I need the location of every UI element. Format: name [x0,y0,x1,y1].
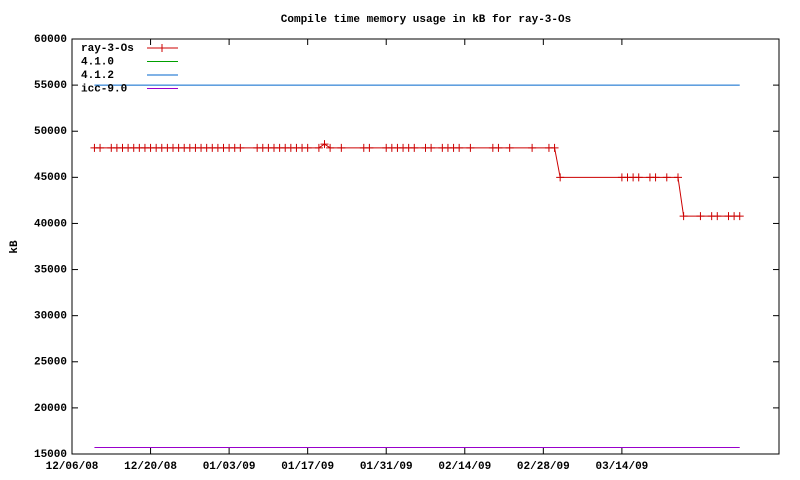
y-tick-label: 55000 [34,80,67,92]
point-marker [696,212,705,221]
point-marker [337,143,346,152]
y-tick-label: 20000 [34,403,67,415]
x-tick-label: 01/17/09 [281,461,334,473]
point-marker [455,143,464,152]
point-marker [713,212,722,221]
x-tick-label: 12/20/08 [124,461,177,473]
point-marker [494,143,503,152]
point-marker [236,143,245,152]
point-marker [651,173,660,182]
y-tick-label: 60000 [34,34,67,46]
point-marker [427,143,436,152]
point-marker [96,143,105,152]
y-tick-label: 50000 [34,126,67,138]
point-marker [674,173,682,182]
y-tick-label: 15000 [34,449,67,461]
legend-label: 4.1.2 [81,70,114,82]
chart-title: Compile time memory usage in kB for ray-… [281,14,571,26]
point-marker [528,143,537,152]
x-tick-label: 03/14/09 [595,461,648,473]
y-tick-label: 45000 [34,172,67,184]
x-tick-label: 01/03/09 [203,461,256,473]
point-marker [505,143,514,152]
y-tick-label: 40000 [34,218,67,230]
point-marker [320,140,329,149]
x-tick-label: 02/28/09 [517,461,570,473]
y-tick-label: 25000 [34,357,67,369]
x-tick-label: 01/31/09 [360,461,413,473]
point-marker [466,143,475,152]
x-tick-label: 02/14/09 [438,461,491,473]
point-marker [410,143,419,152]
point-marker [365,143,374,152]
plot-frame [71,38,780,455]
y-tick-label: 35000 [34,264,67,276]
point-marker [634,173,643,182]
point-marker [679,212,688,221]
y-tick-label: 30000 [34,311,67,323]
point-marker [314,143,323,152]
point-marker [735,212,744,221]
legend-marker [158,44,166,52]
point-marker [556,173,565,182]
legend-label: ray-3-Os [81,43,134,55]
point-marker [550,143,559,152]
point-marker [662,173,671,182]
legend-label: icc-9.0 [81,83,127,95]
x-tick-label: 12/06/08 [46,461,99,473]
legend-label: 4.1.0 [81,56,114,68]
point-marker [303,143,312,152]
point-marker [326,143,335,152]
y-axis-label: kB [9,240,21,254]
